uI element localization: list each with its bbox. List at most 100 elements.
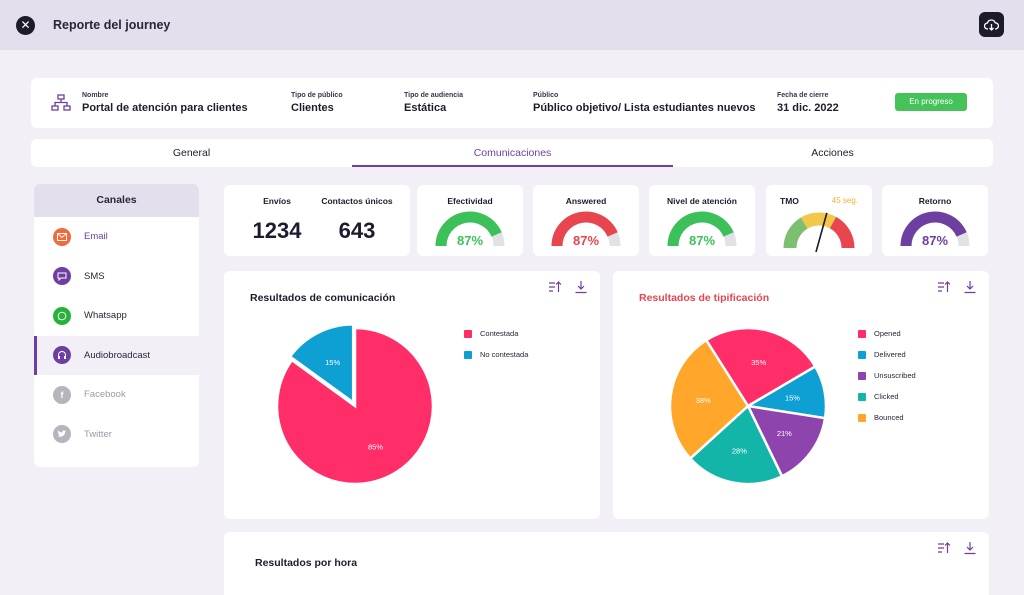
kpi-value: 87% (688, 233, 716, 248)
download-icon[interactable] (963, 541, 977, 555)
tab-bar: General Comunicaciones Acciones (31, 139, 993, 167)
sms-icon (53, 267, 71, 286)
channel-facebook[interactable]: f Facebook (34, 375, 199, 415)
pie-slice-clicked[interactable] (688, 403, 784, 486)
legend-item[interactable]: No contestada (464, 344, 528, 365)
sort-icon[interactable] (937, 280, 951, 294)
pie-data-label: 38% (696, 396, 711, 405)
legend-label: Contestada (480, 329, 519, 338)
pie-slice-opened[interactable] (704, 326, 817, 408)
field-publico: Público Público objetivo/ Lista estudian… (533, 92, 756, 114)
panel-title: Resultados por hora (255, 557, 358, 569)
legend-label: Unsuscribed (874, 371, 916, 380)
tab-acciones[interactable]: Acciones (811, 147, 854, 159)
kpi-nivel-atencion: Nivel de atención 87% (649, 185, 755, 256)
gauge-fill (667, 211, 734, 247)
kpi-value: 87% (921, 233, 949, 248)
field-fecha-cierre: Fecha de cierre 31 dic. 2022 (777, 92, 839, 114)
sort-icon[interactable] (548, 280, 562, 294)
tab-general[interactable]: General (172, 147, 211, 159)
kpi-answered: Answered 87% (533, 185, 639, 256)
close-icon[interactable]: ✕ (16, 16, 35, 35)
whatsapp-icon (53, 306, 71, 325)
tmo-segment (829, 216, 855, 249)
legend-label: No contestada (480, 350, 529, 359)
pie-data-label: 15% (325, 358, 340, 367)
channel-email[interactable]: Email (34, 217, 199, 257)
gauge-chart (900, 211, 970, 247)
kpi-title: Retorno (918, 196, 952, 206)
panel-title: Resultados de comunicación (250, 292, 396, 304)
gauge-fill (900, 211, 967, 247)
kpi-value: 87% (572, 233, 600, 248)
kpi-title: Nivel de atención (667, 196, 737, 206)
legend-item[interactable]: Bounced (858, 407, 916, 428)
facebook-icon: f (53, 385, 71, 404)
pie-slice-no-contestada[interactable] (288, 323, 355, 405)
legend-item[interactable]: Contestada (464, 323, 528, 344)
pie-slice-unsuscribed[interactable] (745, 404, 827, 478)
legend-item[interactable]: Opened (858, 323, 916, 344)
legend-swatch (464, 329, 472, 338)
kpi-contactos: Contactos únicos 643 (304, 185, 410, 256)
channel-label: Email (84, 231, 108, 243)
channel-audiobroadcast[interactable]: Audiobroadcast (34, 335, 199, 375)
channel-twitter[interactable]: Twitter (34, 415, 199, 455)
legend-swatch (858, 392, 866, 401)
sort-icon[interactable] (937, 541, 951, 555)
kpi-title: Efectividad (447, 196, 493, 206)
pie-chart-comunicacion: 85% 15% (275, 323, 435, 486)
download-icon[interactable] (963, 280, 977, 294)
channel-sms[interactable]: SMS (34, 257, 199, 297)
channel-label: Audiobroadcast (84, 349, 151, 361)
channel-whatsapp[interactable]: Whatsapp (34, 296, 199, 336)
page-title: Reporte del journey (53, 18, 171, 32)
legend-item[interactable]: Clicked (858, 386, 916, 407)
pie-slice-bounced[interactable] (668, 338, 750, 461)
tmo-needle (815, 212, 828, 252)
kpi-title: Contactos únicos (321, 196, 393, 206)
field-tipo-publico: Tipo de público Clientes (291, 92, 343, 114)
legend-tipificacion: Opened Delivered Unsuscribed Clicked Bounced (858, 323, 916, 428)
panel-title: Resultados de tipificación (639, 292, 770, 304)
tmo-gauge (783, 212, 855, 252)
legend-comunicacion: Contestada No contestada (464, 323, 528, 365)
gauge-chart (435, 211, 505, 247)
hierarchy-icon (51, 94, 71, 117)
tmo-segment (783, 217, 808, 249)
tmo-segment (800, 212, 837, 229)
panel-comunicacion: Resultados de comunicación 85% 15% Contes… (224, 271, 600, 519)
legend-item[interactable]: Unsuscribed (858, 365, 916, 386)
channels-panel: Canales Email SMS Whatsapp Audiobroadcas… (34, 184, 199, 467)
kpi-value: 643 (338, 218, 376, 243)
field-tipo-audiencia: Tipo de audiencia Estática (404, 92, 463, 114)
kpi-efectividad: Efectividad 87% (417, 185, 523, 256)
cloud-download-icon[interactable] (979, 12, 1004, 37)
email-icon (53, 227, 71, 246)
pie-slice-contestada[interactable] (275, 326, 435, 486)
kpi-tmo: TMO 45 seg. (766, 185, 872, 256)
kpi-retorno: Retorno 87% (882, 185, 988, 256)
download-icon[interactable] (574, 280, 588, 294)
status-badge: En progreso (895, 93, 967, 111)
legend-label: Opened (874, 329, 901, 338)
kpi-title: TMO (780, 196, 799, 206)
kpi-title: Answered (565, 196, 607, 206)
field-nombre: Nombre Portal de atención para clientes (82, 92, 248, 114)
gauge-fill (551, 211, 618, 247)
pie-chart-tipificacion: 35% 15% 21% 28% 38% (668, 326, 828, 486)
kpi-value: 87% (456, 233, 484, 248)
channel-label: Facebook (84, 389, 126, 401)
channel-label: Twitter (84, 428, 112, 440)
pie-data-label: 15% (785, 394, 800, 403)
top-bar: ✕ Reporte del journey (0, 0, 1024, 50)
kpi-title: Envíos (263, 196, 291, 206)
twitter-icon (53, 425, 71, 444)
legend-item[interactable]: Delivered (858, 344, 916, 365)
tmo-seconds: 45 seg. (831, 196, 858, 205)
gauge-fill (435, 211, 502, 247)
tab-comunicaciones[interactable]: Comunicaciones (352, 139, 673, 167)
kpi-value: 1234 (252, 218, 302, 243)
channels-title: Canales (34, 184, 199, 217)
pie-data-label: 35% (751, 358, 766, 367)
